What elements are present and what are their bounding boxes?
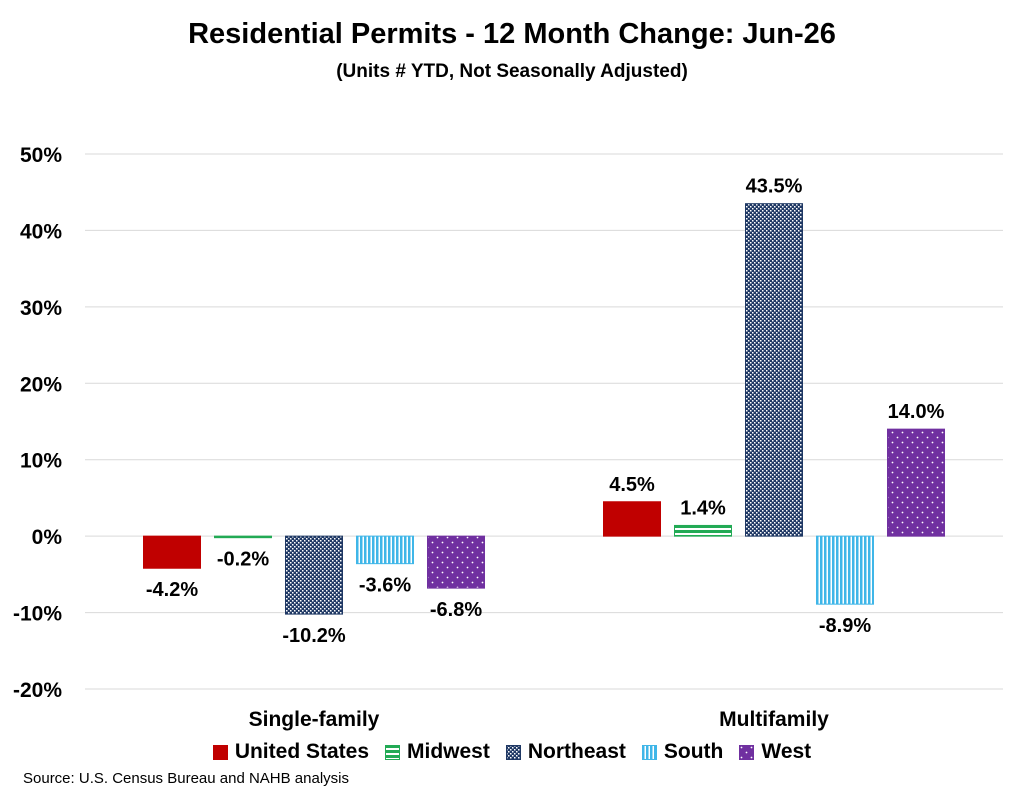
- y-tick-label: 40%: [20, 220, 62, 243]
- data-label: -10.2%: [282, 625, 346, 647]
- bar-midwest-single-family: [214, 535, 272, 539]
- bar-northeast-multifamily: [745, 203, 803, 537]
- data-label: -4.2%: [146, 579, 198, 601]
- legend-swatch: [505, 744, 521, 760]
- bar-south-multifamily: [816, 535, 874, 605]
- y-tick-label: -10%: [13, 603, 62, 626]
- bar-midwest-multifamily: [674, 524, 732, 537]
- legend-label: Midwest: [407, 740, 490, 763]
- bar-united-states-single-family: [143, 535, 201, 569]
- legend-item: West: [739, 740, 811, 764]
- data-label: 1.4%: [680, 497, 726, 519]
- legend-label: West: [761, 740, 812, 763]
- legend-item: United States: [212, 740, 370, 764]
- legend-label: South: [663, 740, 724, 763]
- data-label: 4.5%: [609, 474, 655, 496]
- legend-label: United States: [234, 740, 370, 763]
- chart-title: Residential Permits - 12 Month Change: J…: [188, 18, 836, 50]
- bar-northeast-single-family: [285, 535, 343, 615]
- legend-item: Midwest: [385, 740, 490, 764]
- legend-swatch: [739, 744, 755, 760]
- data-label: -8.9%: [819, 615, 871, 637]
- bar-west-multifamily: [887, 428, 945, 537]
- data-label: 14.0%: [888, 401, 945, 423]
- y-tick-label: 30%: [20, 297, 62, 320]
- y-tick-label: 50%: [20, 144, 62, 167]
- legend-swatch: [641, 744, 657, 760]
- bar-united-states-multifamily: [603, 501, 661, 537]
- bar-south-single-family: [356, 535, 414, 565]
- chart-subtitle: (Units # YTD, Not Seasonally Adjusted): [336, 61, 688, 82]
- bar-west-single-family: [427, 535, 485, 589]
- legend-label: Northeast: [527, 740, 626, 763]
- x-category-label: Multifamily: [719, 708, 829, 731]
- legend: United States Midwest Northeast South West: [0, 740, 1024, 764]
- y-tick-label: -20%: [13, 679, 62, 702]
- legend-item: South: [641, 740, 724, 764]
- legend-swatch: [385, 744, 401, 760]
- y-tick-label: 0%: [32, 526, 63, 549]
- y-tick-label: 10%: [20, 450, 62, 473]
- source-note: Source: U.S. Census Bureau and NAHB anal…: [23, 770, 349, 787]
- data-label: 43.5%: [746, 176, 803, 198]
- legend-item: Northeast: [505, 740, 626, 764]
- y-tick-label: 20%: [20, 373, 62, 396]
- legend-swatch: [212, 744, 228, 760]
- data-label: -6.8%: [430, 599, 482, 621]
- x-category-label: Single-family: [249, 708, 380, 731]
- data-label: -3.6%: [359, 575, 411, 597]
- data-label: -0.2%: [217, 549, 269, 571]
